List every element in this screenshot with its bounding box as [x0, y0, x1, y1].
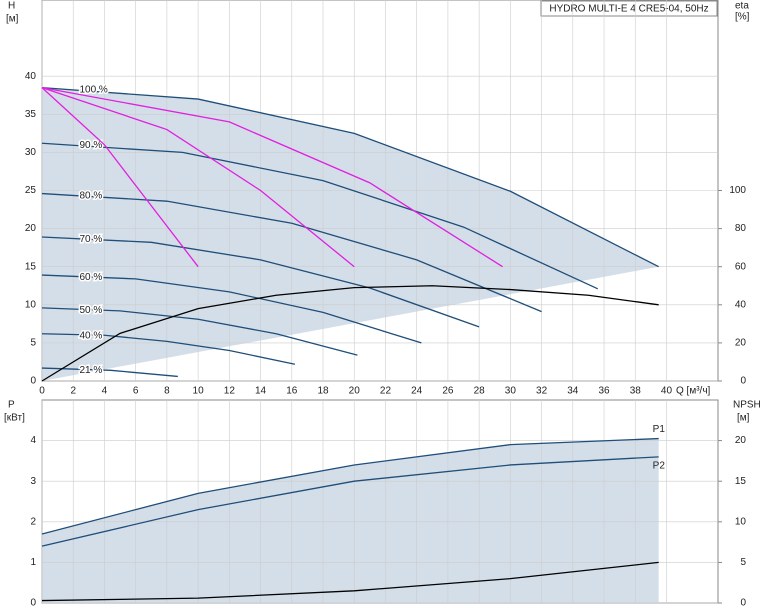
y2-tick-label: 80	[735, 223, 747, 234]
y2-tick-label: 0	[740, 598, 746, 609]
curve-label: P1	[653, 424, 666, 435]
operating-range	[42, 438, 659, 603]
curve	[41, 333, 296, 365]
y-label: H	[8, 1, 15, 12]
y2-tick-label: 60	[735, 261, 747, 272]
y-tick-label: 3	[30, 476, 36, 487]
curve-label: 100 %	[79, 85, 107, 96]
curve-label: P2	[653, 460, 666, 471]
y2-tick-label: 10	[735, 516, 747, 527]
x-tick-label: 28	[474, 386, 486, 397]
x-label: Q [м³/ч]	[676, 386, 711, 397]
y2-unit: [м]	[737, 413, 750, 424]
y-tick-label: 0	[30, 598, 36, 609]
x-tick-label: 32	[536, 386, 548, 397]
curve	[41, 86, 659, 268]
y-unit: [кВт]	[4, 413, 25, 424]
y-label: P	[8, 400, 15, 411]
curve	[41, 87, 355, 268]
x-tick-label: 20	[349, 386, 361, 397]
curve	[41, 367, 178, 378]
x-tick-label: 18	[317, 386, 329, 397]
y2-tick-label: 15	[735, 476, 747, 487]
y2-tick-label: 20	[735, 338, 747, 349]
y-tick-label: 0	[30, 376, 36, 387]
curve	[41, 561, 659, 602]
x-tick-label: 14	[255, 386, 267, 397]
y-tick-label: 15	[25, 261, 37, 272]
curve	[41, 192, 542, 313]
y-tick-label: 40	[25, 71, 37, 82]
y-tick-label: 2	[30, 516, 36, 527]
x-tick-label: 34	[567, 386, 579, 397]
curve-label: 21 %	[79, 365, 102, 376]
y2-unit: [%]	[735, 12, 750, 23]
y-tick-label: 20	[25, 223, 37, 234]
y2-label: NPSH	[733, 400, 761, 411]
curve-label: 80 %	[79, 190, 102, 201]
y-tick-label: 30	[25, 147, 37, 158]
curve	[41, 86, 503, 268]
x-tick-label: 0	[39, 386, 45, 397]
x-tick-label: 30	[505, 386, 517, 397]
chart-title: HYDRO MULTI-E 4 CRE5-04, 50Hz	[549, 4, 708, 15]
y-tick-label: 5	[30, 338, 36, 349]
x-tick-label: 40	[661, 386, 673, 397]
curve-label: 60 %	[79, 272, 102, 283]
x-tick-label: 2	[70, 386, 76, 397]
x-tick-label: 22	[380, 386, 392, 397]
x-tick-label: 4	[102, 386, 108, 397]
curve	[41, 285, 659, 382]
curve	[41, 307, 358, 356]
curve	[41, 274, 422, 344]
y2-tick-label: 20	[735, 435, 747, 446]
x-tick-label: 24	[411, 386, 423, 397]
y-tick-label: 1	[30, 557, 36, 568]
curve	[41, 236, 480, 328]
y-tick-label: 10	[25, 299, 37, 310]
x-tick-label: 12	[224, 386, 236, 397]
y-unit: [м]	[6, 14, 19, 25]
curve-label: 90 %	[79, 140, 102, 151]
curve-label: 50 %	[79, 305, 102, 316]
y2-label: eta	[735, 1, 749, 12]
x-tick-label: 38	[630, 386, 642, 397]
x-tick-label: 36	[598, 386, 610, 397]
curve	[41, 456, 659, 547]
curve	[41, 437, 659, 535]
y-tick-label: 25	[25, 185, 37, 196]
curve-label: 40 %	[79, 331, 102, 342]
operating-range	[42, 87, 659, 381]
y2-tick-label: 5	[740, 557, 746, 568]
curve	[41, 142, 599, 290]
y2-tick-label: 40	[735, 299, 747, 310]
y2-tick-label: 0	[740, 376, 746, 387]
x-tick-label: 10	[193, 386, 205, 397]
x-tick-label: 8	[164, 386, 170, 397]
x-tick-label: 26	[442, 386, 454, 397]
x-tick-label: 6	[133, 386, 139, 397]
title-box	[540, 0, 718, 17]
y-tick-label: 35	[25, 109, 37, 120]
y2-tick-label: 100	[729, 185, 746, 196]
y-tick-label: 4	[30, 435, 36, 446]
curve	[41, 87, 199, 268]
x-tick-label: 16	[286, 386, 298, 397]
curve-label: 70 %	[79, 234, 102, 245]
